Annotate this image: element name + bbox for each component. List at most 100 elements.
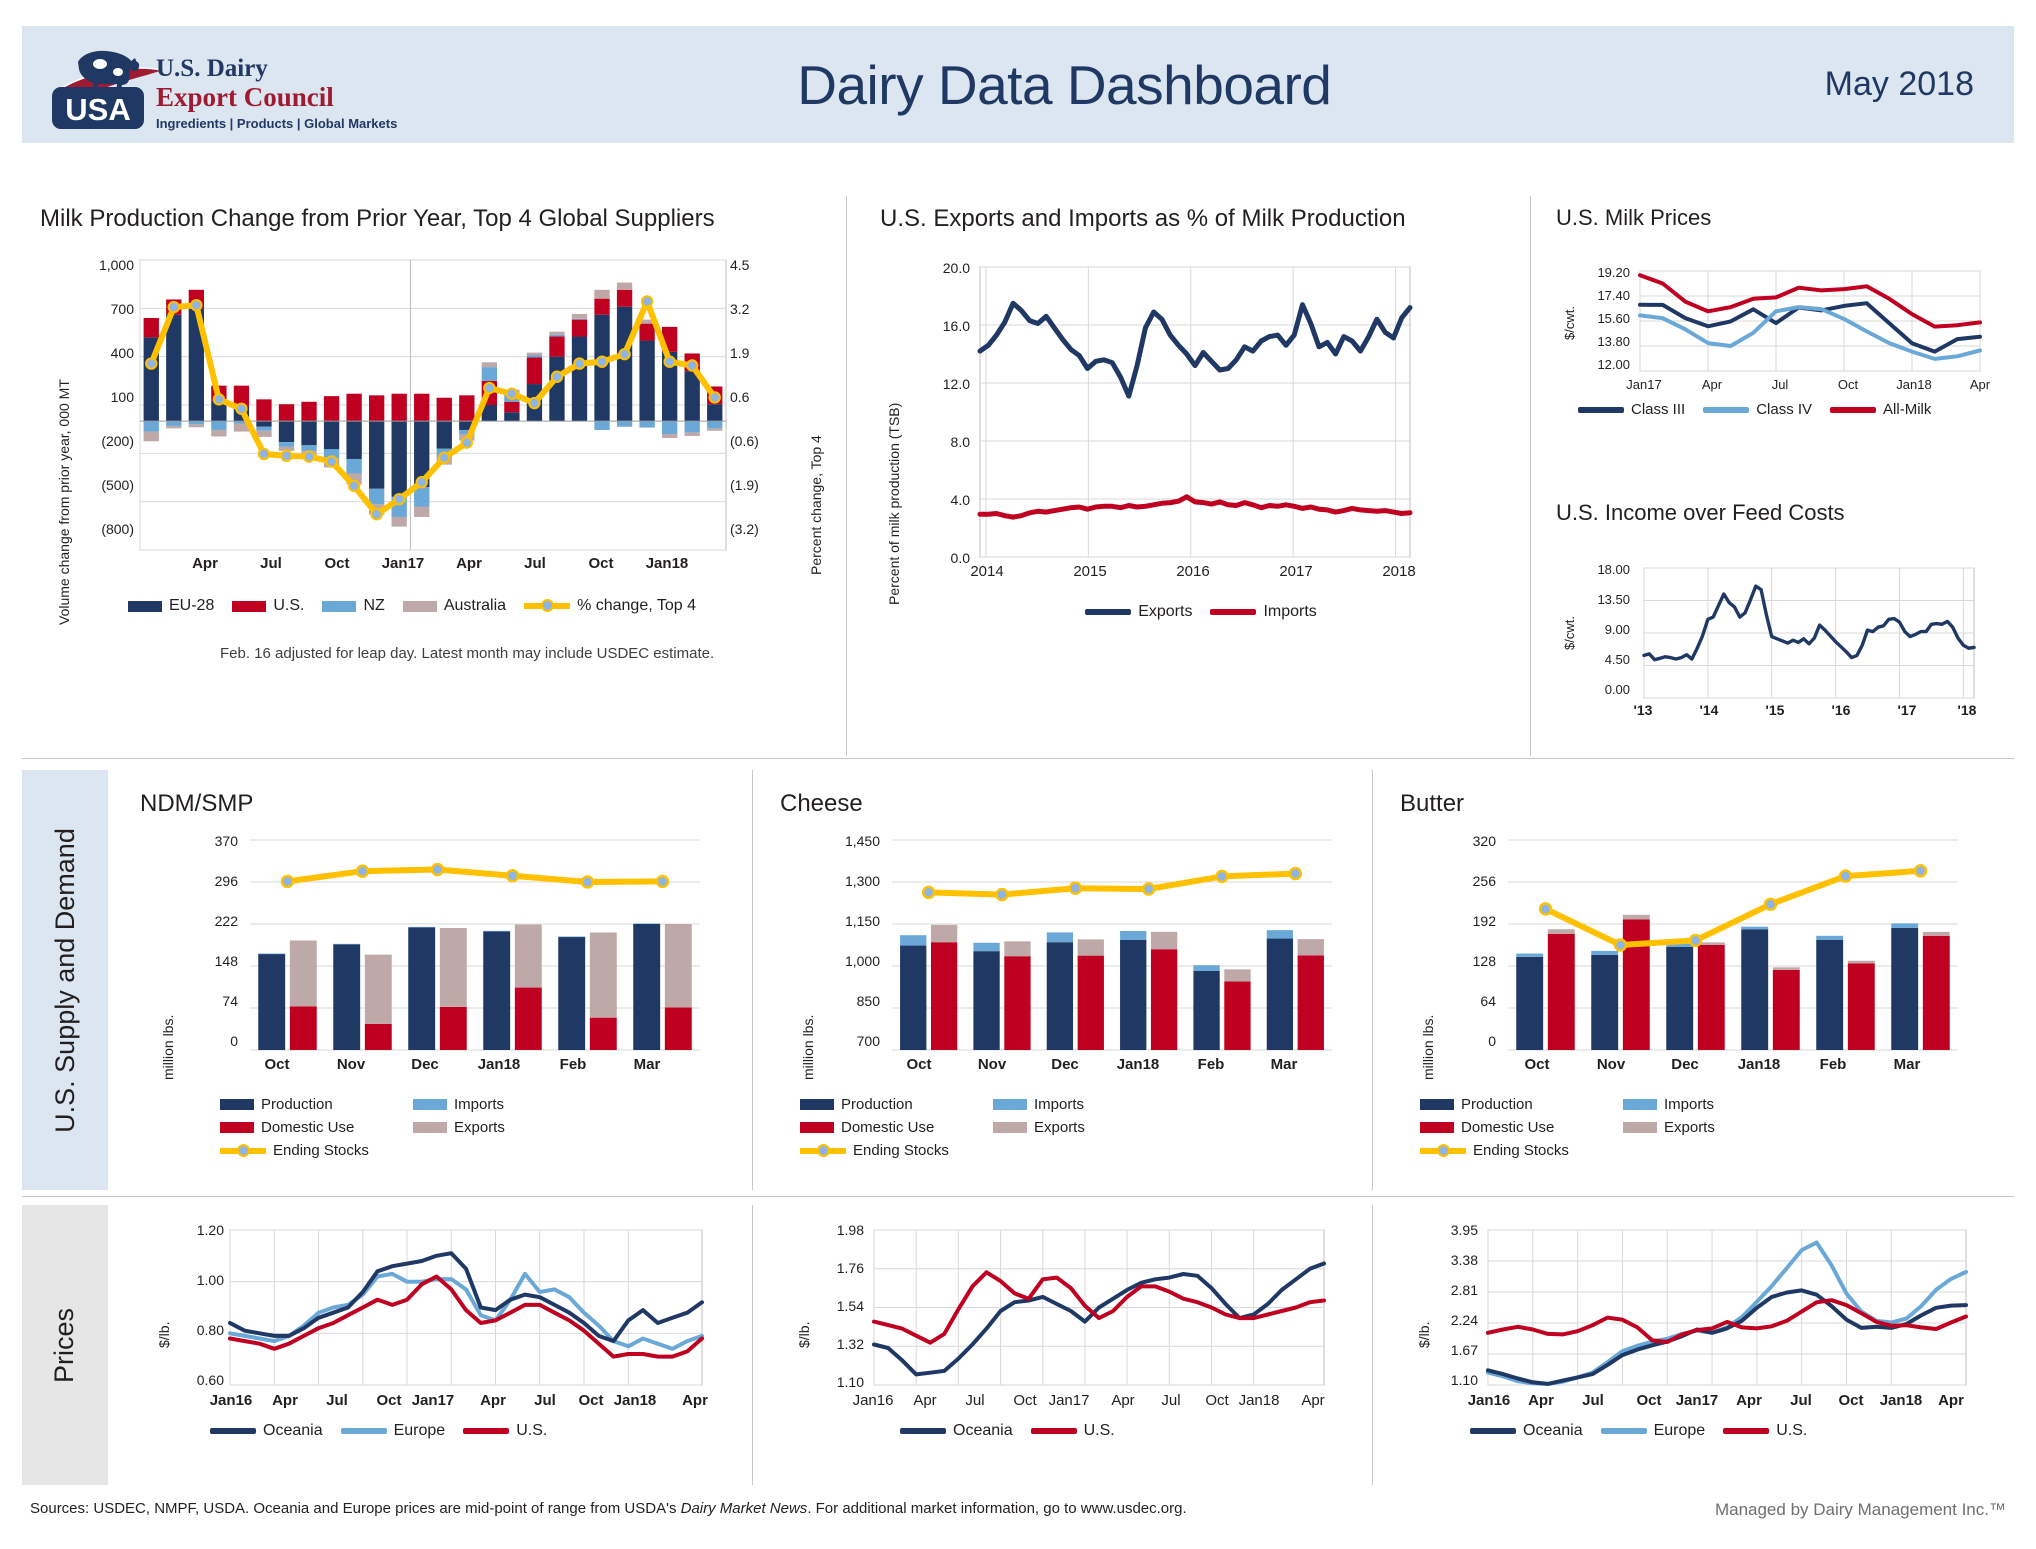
legend-swatch-production (800, 1099, 834, 1110)
legend-label-domestic-use: Domestic Use (261, 1119, 355, 1136)
divider-8 (1372, 1205, 1373, 1485)
chart-cheese: Cheese million lbs. 1,450 1,300 1,150 1,… (770, 790, 1370, 1190)
chart10-xtick-2: Jul (1582, 1392, 1604, 1409)
legend-item-imports[interactable]: Imports (1210, 603, 1317, 621)
legend-item-class4[interactable]: Class IV (1703, 401, 1812, 418)
chart9-xtick-2: Jul (965, 1392, 985, 1409)
legend-swatch-domestic-use (1420, 1122, 1454, 1133)
legend-swatch-imports (1623, 1099, 1657, 1110)
legend-item-domestic-use[interactable]: Domestic Use (220, 1119, 395, 1136)
chart1-xtick-1: Jul (260, 555, 282, 572)
legend-item-nz[interactable]: NZ (322, 597, 385, 615)
chart4-xtick-3: '16 (1831, 702, 1851, 718)
legend-item-domestic-use[interactable]: Domestic Use (800, 1119, 975, 1136)
chart-milk-production-change: Milk Production Change from Prior Year, … (40, 205, 830, 750)
legend-item-australia[interactable]: Australia (402, 597, 506, 615)
chart3-legend: Class III Class IV All-Milk (1578, 401, 2018, 424)
chart1-ylabel: Volume change from prior year, 000 MT (56, 379, 72, 625)
chart7-ytick-4: 64 (1480, 993, 1496, 1009)
legend-item-europe[interactable]: Europe (340, 1422, 446, 1440)
legend-item-exports[interactable]: Exports (1085, 603, 1192, 621)
logo-line1: U.S. Dairy (156, 55, 268, 82)
chart-cheese-price: $/lb. 1.98 1.76 1.54 1.32 1.10 Jan16 Apr… (770, 1210, 1370, 1490)
legend-item-ending-stocks[interactable]: Ending Stocks (800, 1142, 1000, 1159)
logo-line2: Export Council (156, 82, 334, 112)
legend-label-europe: Europe (1653, 1422, 1706, 1439)
legend-item-exports[interactable]: Exports (413, 1119, 588, 1136)
footer-sources-italic: Dairy Market News (680, 1500, 808, 1517)
legend-item-production[interactable]: Production (1420, 1096, 1605, 1113)
legend-item-exports[interactable]: Exports (1623, 1119, 1808, 1136)
chart3-xtick-1: Apr (1701, 377, 1723, 392)
legend-item-domestic-use[interactable]: Domestic Use (1420, 1119, 1605, 1136)
divider-4 (22, 1196, 2014, 1197)
chart4-xtick-4: '17 (1897, 702, 1917, 718)
legend-item-exports[interactable]: Exports (993, 1119, 1168, 1136)
chart5-xtick-0: Oct (264, 1056, 290, 1073)
chart10-xtick-8: Jan18 (1879, 1392, 1923, 1409)
legend-item-imports[interactable]: Imports (1623, 1096, 1808, 1113)
chart9-xtick-8: Jan18 (1238, 1392, 1280, 1409)
legend-item-oceania[interactable]: Oceania (900, 1422, 1013, 1440)
legend-swatch-class4 (1703, 406, 1750, 413)
legend-item-allmilk[interactable]: All-Milk (1830, 401, 1931, 418)
legend-item-production[interactable]: Production (800, 1096, 975, 1113)
legend-swatch-us (232, 600, 267, 612)
legend-item-us[interactable]: U.S. (463, 1422, 547, 1440)
legend-item-ending-stocks[interactable]: Ending Stocks (1420, 1142, 1620, 1159)
chart9-xtick-7: Oct (1205, 1392, 1229, 1409)
legend-item-oceania[interactable]: Oceania (210, 1422, 323, 1440)
footer-sources-pre: Sources: USDEC, NMPF, USDA. Oceania and … (30, 1500, 681, 1517)
chart9-ytick-3: 1.32 (836, 1336, 864, 1352)
legend-item-europe[interactable]: Europe (1600, 1422, 1706, 1440)
legend-label-exports: Exports (1138, 603, 1193, 620)
legend-swatch-production (1420, 1099, 1454, 1110)
legend-swatch-exports (413, 1122, 447, 1133)
chart6-xtick-3: Jan18 (1116, 1056, 1160, 1073)
chart-income-over-feed: U.S. Income over Feed Costs $/cwt. 18.00… (1556, 500, 2016, 750)
chart10-ytick-3: 2.24 (1450, 1312, 1478, 1328)
page-header: USA U.S. Dairy Export Council Ingredient… (22, 26, 2014, 143)
legend-item-us[interactable]: U.S. (232, 597, 304, 615)
legend-item-class3[interactable]: Class III (1578, 401, 1685, 418)
chart1-xtick-6: Oct (588, 555, 614, 572)
chart10-xtick-3: Oct (1636, 1392, 1662, 1409)
chart3-ytick-2: 15.60 (1597, 311, 1630, 326)
chart7-xtick-2: Dec (1671, 1056, 1699, 1073)
chart2-ytick-5: 20.0 (942, 260, 970, 276)
legend-swatch-ending-stocks (220, 1143, 266, 1157)
legend-item-pct-change[interactable]: % change, Top 4 (524, 597, 696, 615)
legend-swatch-exports (1623, 1122, 1657, 1133)
chart7-ytick-3: 128 (1472, 953, 1496, 969)
legend-swatch-nz (322, 600, 357, 612)
legend-item-oceania[interactable]: Oceania (1470, 1422, 1583, 1440)
legend-label-europe: Europe (393, 1422, 446, 1439)
chart6-ytick-3: 1,000 (844, 953, 880, 969)
legend-item-us[interactable]: U.S. (1030, 1422, 1115, 1440)
legend-item-us[interactable]: U.S. (1723, 1422, 1807, 1440)
chart6-xtick-1: Nov (977, 1056, 1007, 1073)
chart1-xtick-4: Apr (456, 555, 482, 572)
chart8-xtick-0: Jan16 (209, 1392, 253, 1409)
chart2-ytick-1: 4.0 (950, 492, 970, 508)
chart5-xtick-2: Dec (411, 1056, 439, 1073)
chart9-xtick-9: Apr (1301, 1392, 1325, 1409)
chart2-legend: Exports Imports (1000, 603, 1420, 627)
legend-label-domestic-use: Domestic Use (841, 1119, 935, 1136)
chart-butter-price: $/lb. 3.95 3.38 2.81 2.24 1.67 1.10 Jan1… (1390, 1210, 2010, 1490)
legend-item-production[interactable]: Production (220, 1096, 395, 1113)
chart6-xtick-5: Mar (1270, 1056, 1298, 1073)
legend-item-imports[interactable]: Imports (413, 1096, 588, 1113)
chart1-legend: EU-28 U.S. NZ Australia % change, Top 4 (128, 597, 808, 621)
legend-item-imports[interactable]: Imports (993, 1096, 1168, 1113)
chart1-y2tick-2: 1.9 (730, 345, 750, 361)
chart3-xtick-5: Apr (1969, 377, 1991, 392)
legend-item-eu28[interactable]: EU-28 (128, 597, 214, 615)
chart4-xtick-5: '18 (1957, 702, 1977, 718)
chart10-ytick-5: 1.10 (1450, 1372, 1478, 1388)
legend-label-imports: Imports (1034, 1096, 1085, 1113)
chart2-plot (977, 266, 1413, 558)
legend-item-ending-stocks[interactable]: Ending Stocks (220, 1142, 395, 1159)
chart1-ytick-6: (800) (101, 521, 134, 537)
chart8-xtick-8: Jan18 (613, 1392, 657, 1409)
